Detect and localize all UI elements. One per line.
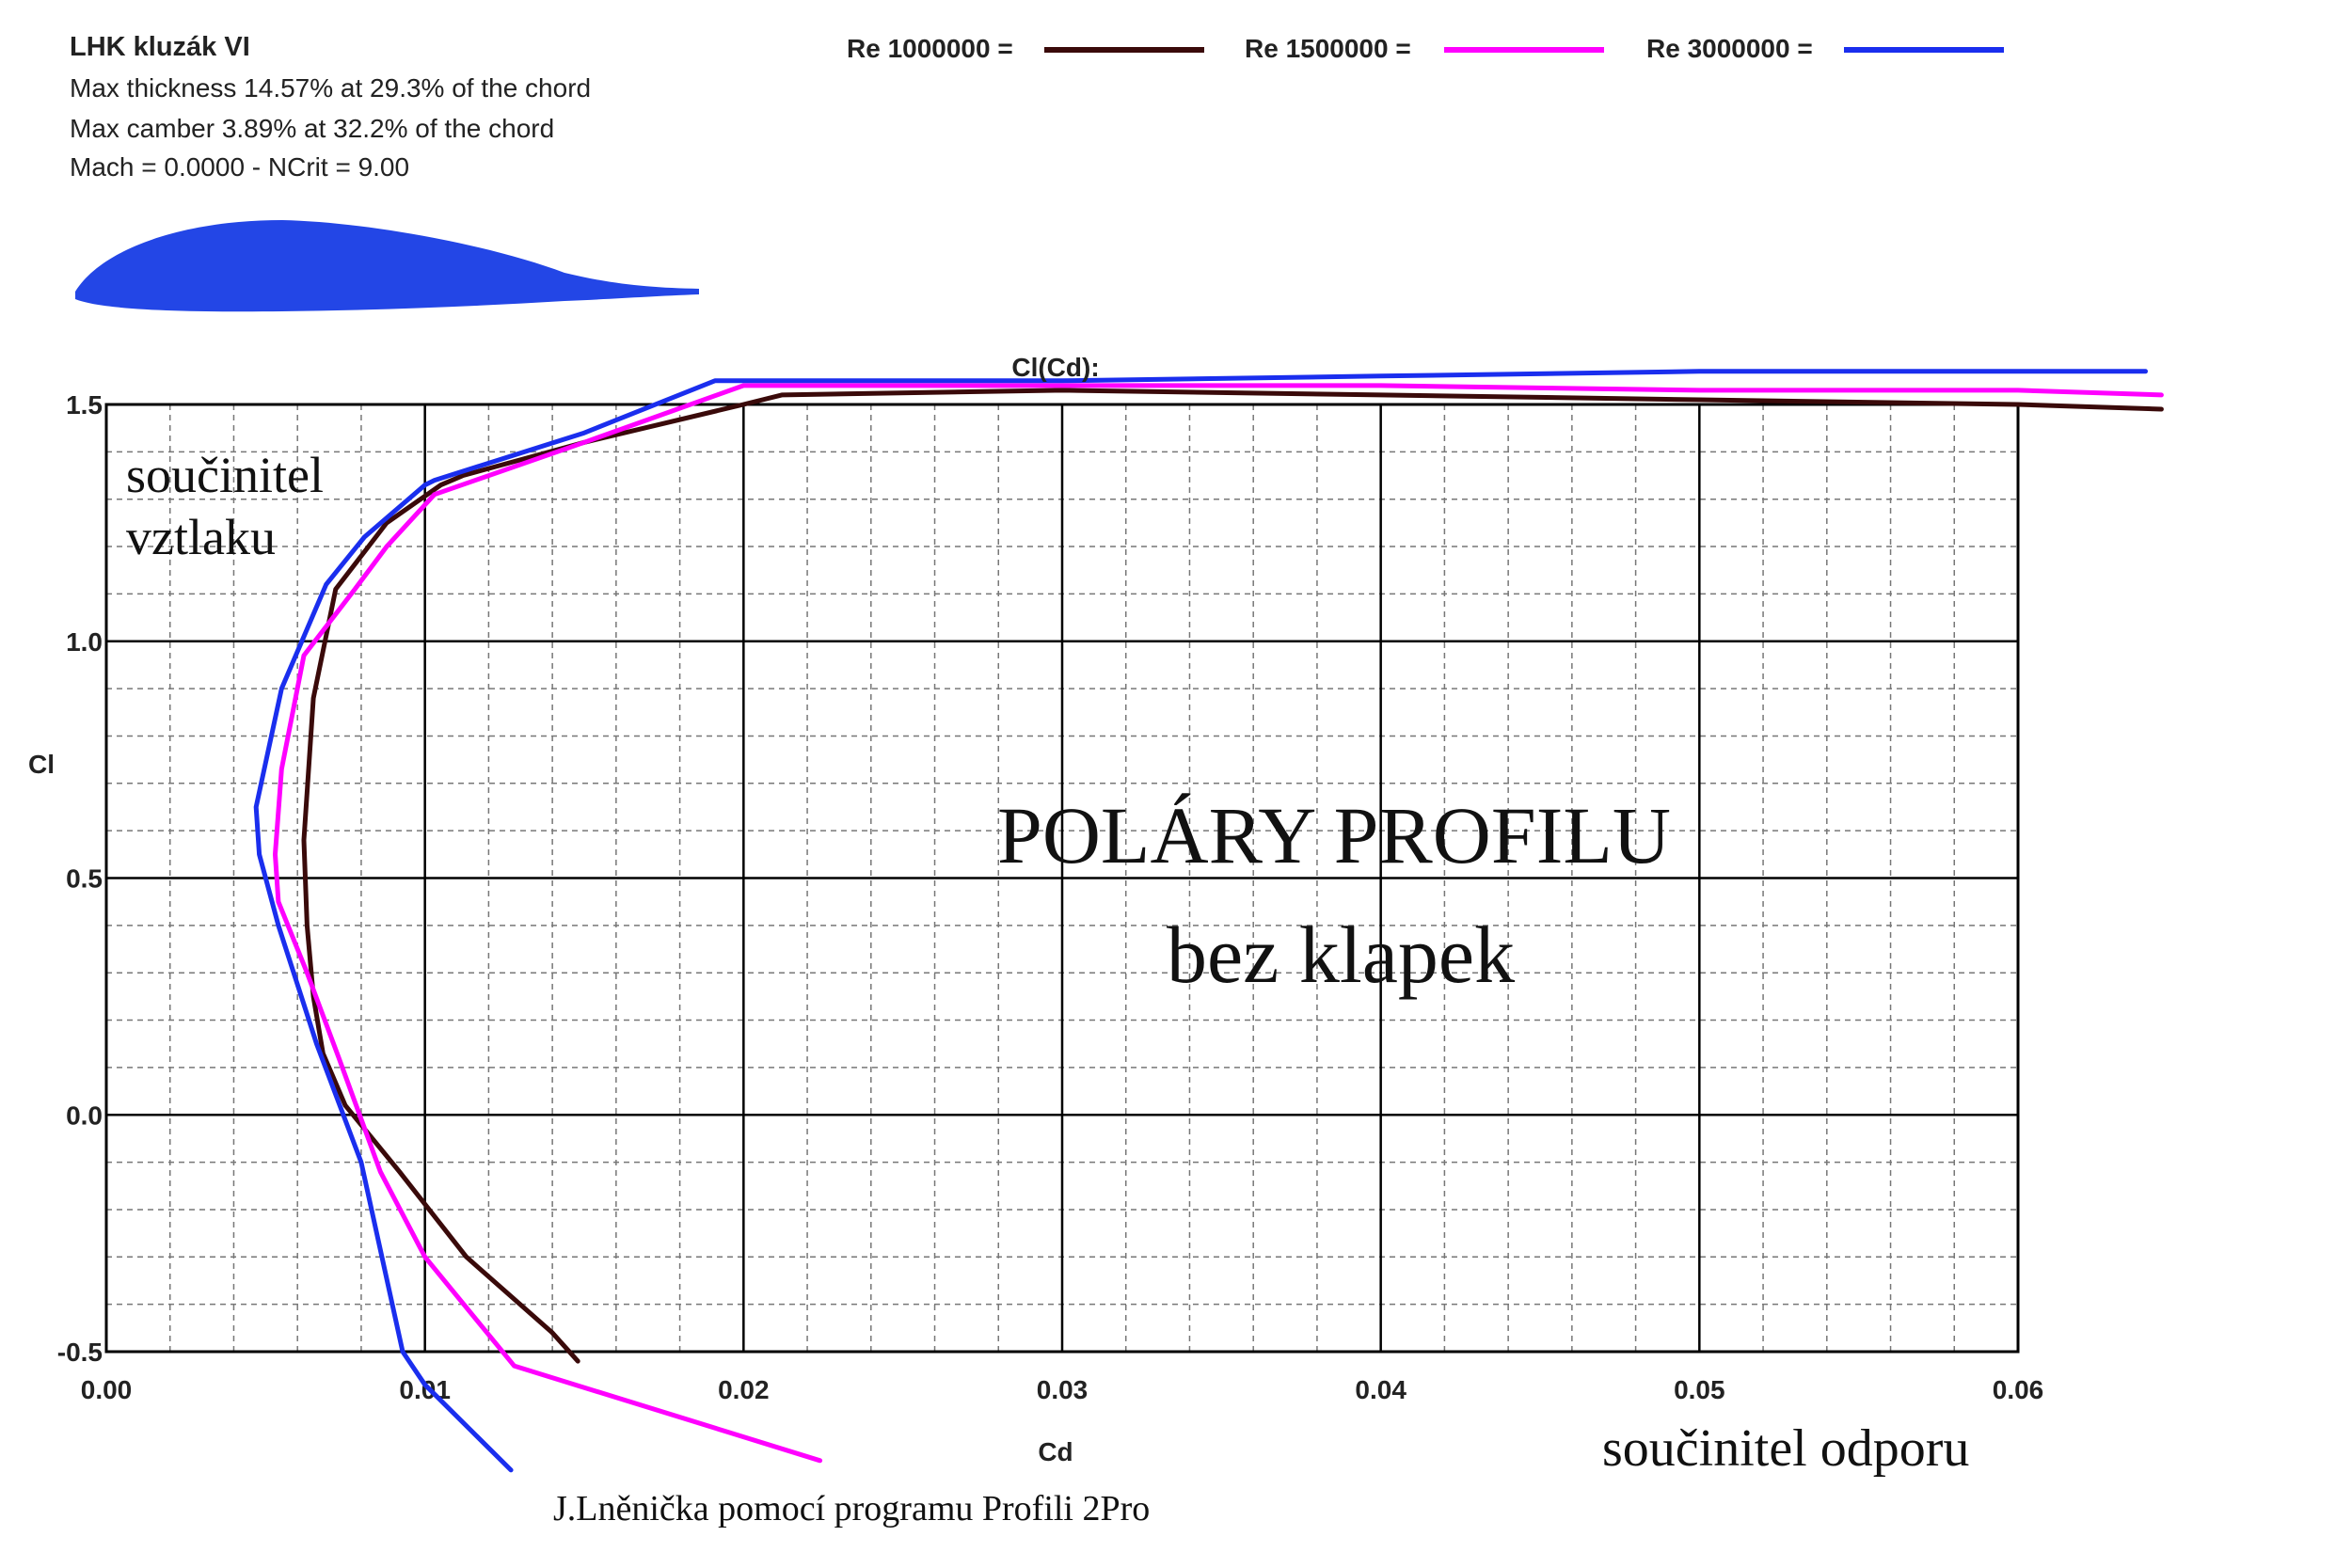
series-line-re-3000000 [253,369,2148,1473]
y-tick-label: -0.5 [57,1338,103,1367]
mach-ncrit-text: Mach = 0.0000 - NCrit = 9.00 [70,152,410,182]
x-tick-label: 0.03 [1037,1375,1089,1404]
lift-coefficient-annotation: součinitel vztlaku [126,444,324,568]
polar-title-annotation: POLÁRY PROFILU [997,790,1672,880]
drag-coefficient-annotation: součinitel odporu [1602,1419,1970,1478]
y-tick-label: 0.5 [66,864,103,894]
y-axis-label: Cl [28,750,55,779]
airfoil-shape [75,220,699,312]
legend-label-re3000000: Re 3000000 = [1646,34,1813,63]
plot-border [104,403,2020,1354]
series-line-re-1500000 [273,383,2164,1464]
lift-annotation-line2: vztlaku [126,509,276,565]
series-lines [253,369,2164,1473]
max-thickness-text: Max thickness 14.57% at 29.3% of the cho… [70,73,592,103]
x-tick-label: 0.04 [1355,1375,1406,1404]
chart-title: Cl(Cd): [1011,353,1099,382]
legend-label-re1000000: Re 1000000 = [847,34,1013,63]
x-tick-label: 0.05 [1674,1375,1725,1404]
max-camber-text: Max camber 3.89% at 32.2% of the chord [70,114,555,143]
x-tick-label: 0.02 [718,1375,770,1404]
lift-annotation-line1: součinitel [126,447,324,503]
credit-annotation: J.Lněnička pomocí programu Profili 2Pro [553,1489,1151,1528]
airfoil-name: LHK kluzák VI [70,32,250,62]
series-line-re-1000000 [301,388,2164,1364]
y-tick-label: 1.0 [66,627,103,657]
x-tick-label: 0.06 [1993,1375,2044,1404]
x-axis-label: Cd [1038,1437,1073,1466]
major-grid [104,403,2020,1354]
axis-tick-labels: 0.00 0.01 0.02 0.03 0.04 0.05 0.06-0.50.00.51.… [57,390,2044,1404]
y-tick-label: 0.0 [66,1101,103,1130]
y-tick-label: 1.5 [66,390,103,420]
polar-subtitle-annotation: bez klapek [1167,910,1516,1000]
legend-label-re1500000: Re 1500000 = [1245,34,1411,63]
x-tick-label: 0.00 [81,1375,133,1404]
